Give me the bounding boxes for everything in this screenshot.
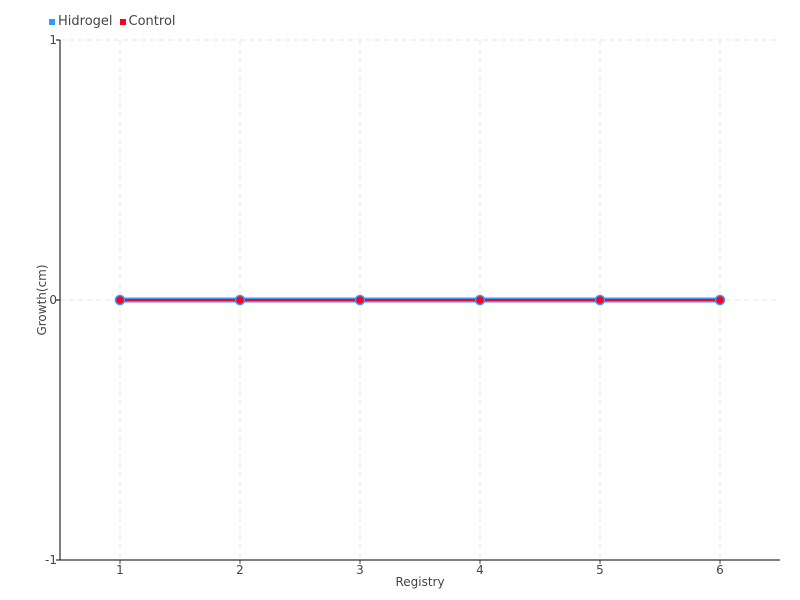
legend-swatch-control bbox=[119, 18, 126, 25]
data-point-control bbox=[714, 294, 726, 306]
legend-swatch-hidrogel bbox=[49, 18, 55, 25]
x-tick-label: 2 bbox=[236, 563, 244, 577]
y-axis-label: Growth(cm) bbox=[35, 264, 49, 335]
x-axis-label: Registry bbox=[395, 575, 444, 589]
data-point-control bbox=[594, 294, 606, 306]
y-tick-label: 0 bbox=[49, 293, 57, 307]
legend: Hidrogel Control bbox=[49, 14, 179, 29]
x-tick-label: 6 bbox=[716, 563, 724, 577]
y-tick-label: -1 bbox=[45, 553, 57, 567]
data-point-control bbox=[474, 294, 486, 306]
legend-item-hidrogel[interactable]: Hidrogel bbox=[49, 14, 113, 29]
legend-label-control: Control bbox=[128, 14, 176, 29]
x-tick-label: 5 bbox=[596, 563, 604, 577]
legend-label-hidrogel: Hidrogel bbox=[58, 14, 113, 29]
legend-item-control[interactable]: Control bbox=[119, 14, 176, 29]
data-point-control bbox=[114, 294, 126, 306]
x-tick-label: 4 bbox=[476, 563, 484, 577]
x-tick-label: 1 bbox=[116, 563, 124, 577]
x-tick-label: 3 bbox=[356, 563, 364, 577]
y-tick-label: 1 bbox=[49, 33, 57, 47]
data-point-control bbox=[354, 294, 366, 306]
data-point-control bbox=[234, 294, 246, 306]
